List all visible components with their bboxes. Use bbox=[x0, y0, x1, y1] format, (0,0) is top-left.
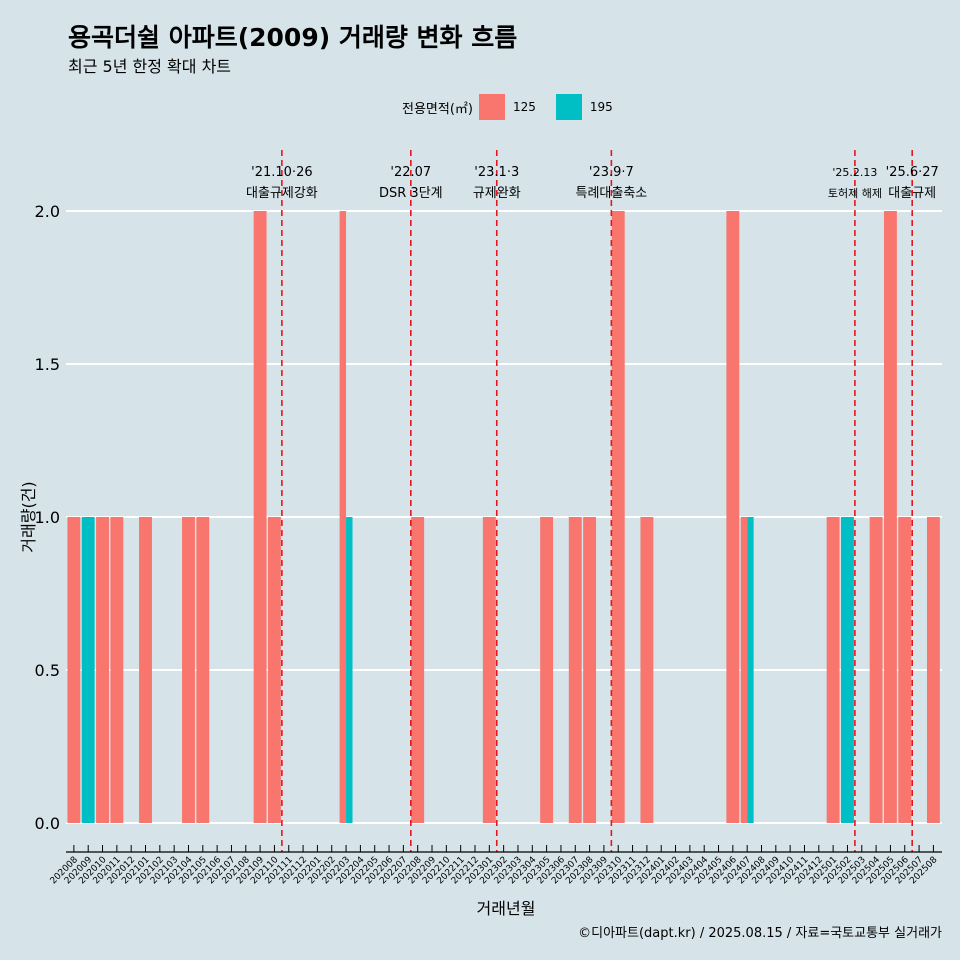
bar-195 bbox=[747, 517, 754, 823]
bar-125 bbox=[267, 517, 281, 823]
bar-125 bbox=[139, 517, 152, 823]
legend-label-125: 125 bbox=[512, 100, 536, 114]
y-tick-label: 2.0 bbox=[35, 202, 60, 221]
event-lines bbox=[281, 150, 914, 852]
bar-125 bbox=[926, 517, 940, 823]
y-axis-title: 거래량(건) bbox=[19, 481, 38, 552]
chart-title: 용곡더쉴 아파트(2009) 거래량 변화 흐름 bbox=[68, 23, 518, 52]
bar-195 bbox=[346, 517, 353, 823]
bar-125 bbox=[96, 517, 109, 823]
bar-125 bbox=[482, 517, 496, 823]
bar-125 bbox=[110, 517, 124, 823]
x-axis: 2020082020092020102020112020122021012021… bbox=[49, 845, 942, 886]
x-axis-title: 거래년월 bbox=[477, 899, 536, 918]
bar-195 bbox=[841, 517, 854, 823]
bar-125 bbox=[182, 517, 195, 823]
y-tick-label: 0.5 bbox=[35, 661, 60, 680]
event-date: '23.1·3 bbox=[474, 165, 519, 180]
bar-125 bbox=[869, 517, 883, 823]
bar-125 bbox=[898, 517, 912, 823]
legend-label-195: 195 bbox=[589, 100, 613, 114]
event-date: '22.07 bbox=[390, 165, 431, 180]
bar-125 bbox=[568, 517, 582, 823]
bar-125 bbox=[583, 517, 597, 823]
event-label: 대출규제 bbox=[888, 186, 936, 201]
event-label: DSR 3단계 bbox=[379, 186, 443, 201]
event-label: 토허제 해제 bbox=[828, 186, 882, 200]
legend-swatch-125 bbox=[478, 94, 505, 120]
bar-125 bbox=[339, 211, 347, 823]
event-label: 대출규제강화 bbox=[246, 186, 318, 201]
bar-125 bbox=[740, 517, 748, 823]
bar-125 bbox=[726, 211, 740, 823]
event-date: '21.10·26 bbox=[251, 165, 312, 180]
bar-125 bbox=[826, 517, 840, 823]
event-date: '25.2.13 bbox=[832, 166, 877, 179]
bar-125 bbox=[611, 211, 625, 823]
legend-title: 전용면적(㎡) bbox=[402, 101, 473, 117]
grid-lines bbox=[66, 210, 942, 824]
legend-swatch-195 bbox=[555, 94, 582, 120]
source-caption: ©디아파트(dapt.kr) / 2025.08.15 / 자료=국토교통부 실… bbox=[578, 926, 942, 941]
bar-125 bbox=[253, 211, 267, 823]
y-tick-label: 1.5 bbox=[35, 355, 60, 374]
bar-125 bbox=[196, 517, 210, 823]
event-annotations: '21.10·26 대출규제강화 '22.07 DSR 3단계 '23.1·3 규제완화 '… bbox=[246, 165, 939, 201]
bar-125 bbox=[640, 517, 654, 823]
event-label: 규제완화 bbox=[473, 186, 521, 201]
bar-195 bbox=[81, 517, 95, 823]
event-date: '25.6·27 bbox=[886, 165, 939, 180]
event-date: '23.9·7 bbox=[589, 165, 634, 180]
bar-125 bbox=[883, 211, 897, 823]
y-tick-label: 0.0 bbox=[35, 814, 60, 833]
bar-125 bbox=[540, 517, 554, 823]
bar-125 bbox=[67, 517, 81, 823]
y-axis: 0.0 0.5 1.0 1.5 2.0 bbox=[35, 202, 60, 833]
legend: 전용면적(㎡) 125 195 bbox=[402, 92, 627, 122]
event-label: 특례대출축소 bbox=[575, 186, 647, 201]
y-tick-label: 1.0 bbox=[35, 508, 60, 527]
bar-125 bbox=[411, 517, 425, 823]
chart-subtitle: 최근 5년 한정 확대 차트 bbox=[68, 57, 232, 76]
bars bbox=[67, 211, 940, 823]
